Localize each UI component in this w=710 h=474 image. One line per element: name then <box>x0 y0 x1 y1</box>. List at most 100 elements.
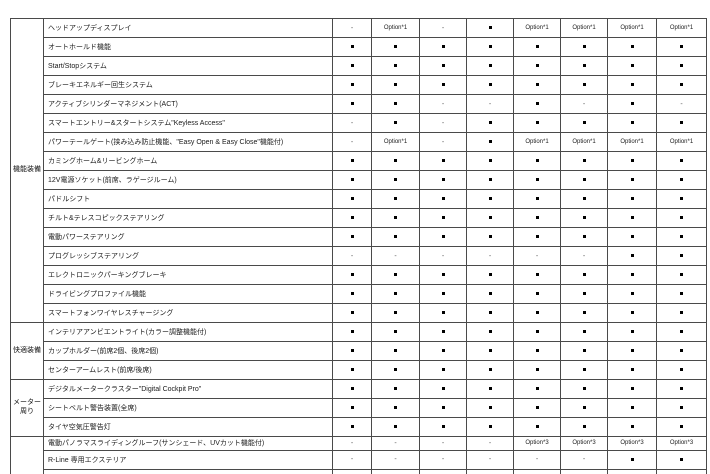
availability-cell <box>607 449 657 470</box>
availability-cell <box>560 265 608 285</box>
availability-cell <box>560 322 608 342</box>
availability-cell: Option*3 <box>513 436 561 451</box>
availability-cell <box>332 417 372 437</box>
standard-equipment-dot <box>488 216 492 220</box>
availability-cell <box>332 265 372 285</box>
standard-equipment-dot <box>394 273 397 277</box>
availability-cell <box>371 303 420 323</box>
availability-cell <box>371 398 420 418</box>
feature-name: Start/Stopシステム <box>43 56 333 76</box>
standard-equipment-dot <box>394 178 397 182</box>
standard-equipment-dot <box>630 102 634 106</box>
table-row: オートホールド機能 <box>11 37 707 57</box>
availability-cell <box>332 284 372 304</box>
standard-equipment-dot <box>350 349 354 353</box>
availability-cell <box>656 227 707 247</box>
availability-cell <box>513 113 561 133</box>
standard-equipment-dot <box>582 178 586 182</box>
availability-cell <box>607 113 657 133</box>
standard-equipment-dot <box>535 273 539 277</box>
availability-cell <box>513 94 561 114</box>
category-label: 外装 <box>10 436 44 474</box>
standard-equipment-dot <box>441 273 445 277</box>
standard-equipment-dot <box>350 292 354 296</box>
table-row: ブレーキエネルギー回生システム <box>11 75 707 95</box>
availability-cell <box>607 37 657 57</box>
standard-equipment-dot <box>680 292 683 296</box>
standard-equipment-dot <box>535 178 539 182</box>
availability-cell <box>656 37 707 57</box>
availability-cell <box>560 113 608 133</box>
availability-cell <box>607 284 657 304</box>
availability-cell <box>513 170 561 190</box>
availability-cell <box>607 208 657 228</box>
availability-cell <box>607 227 657 247</box>
availability-cell <box>466 151 514 171</box>
standard-equipment-dot <box>350 235 354 239</box>
standard-equipment-dot <box>630 254 634 258</box>
availability-cell <box>607 246 657 266</box>
standard-equipment-dot <box>394 235 397 239</box>
table-row: カップホルダー(前席2個、後席2個) <box>11 341 707 361</box>
standard-equipment-dot <box>488 311 492 315</box>
availability-cell <box>466 360 514 380</box>
table-row: カミングホーム&リービングホーム <box>11 151 707 171</box>
standard-equipment-dot <box>394 216 397 220</box>
standard-equipment-dot <box>680 349 683 353</box>
availability-cell <box>656 468 707 474</box>
standard-equipment-dot <box>350 406 354 410</box>
table-row: メーター周り デジタルメータークラスター"Digital Cockpit Pro" <box>10 379 707 437</box>
availability-cell <box>419 151 467 171</box>
feature-name: 電動パワーステアリング <box>43 227 333 247</box>
standard-equipment-dot <box>535 368 539 372</box>
standard-equipment-dot <box>680 406 683 410</box>
standard-equipment-dot <box>488 140 492 144</box>
standard-equipment-dot <box>488 83 492 87</box>
standard-equipment-dot <box>680 216 683 220</box>
standard-equipment-dot <box>394 83 397 87</box>
standard-equipment-dot <box>441 330 445 334</box>
table-row: ドライビングプロファイル機能 <box>11 284 707 304</box>
standard-equipment-dot <box>630 197 634 201</box>
standard-equipment-dot <box>680 387 683 391</box>
table-row: 電動パワーステアリング <box>11 227 707 247</box>
availability-cell: - <box>371 246 420 266</box>
standard-equipment-dot <box>680 159 683 163</box>
standard-equipment-dot <box>441 197 445 201</box>
availability-cell <box>656 398 707 418</box>
availability-cell <box>419 208 467 228</box>
equipment-comparison-table: 機能装備 ヘッドアップディスプレイ - Option*1- Option*1 Option… <box>10 18 707 474</box>
availability-cell <box>332 322 372 342</box>
standard-equipment-dot <box>535 216 539 220</box>
standard-equipment-dot <box>535 45 539 49</box>
table-row: タイヤ空気圧警告灯 <box>11 417 707 437</box>
standard-equipment-dot <box>582 216 586 220</box>
availability-cell <box>466 398 514 418</box>
availability-cell <box>607 56 657 76</box>
availability-cell: Option*1 <box>607 18 657 38</box>
category-label: メーター周り <box>10 379 44 437</box>
feature-name: アクティブシリンダーマネジメント(ACT) <box>43 94 333 114</box>
availability-cell <box>560 341 608 361</box>
availability-cell <box>419 417 467 437</box>
availability-cell <box>332 360 372 380</box>
availability-cell <box>332 227 372 247</box>
standard-equipment-dot <box>582 387 586 391</box>
availability-cell <box>419 398 467 418</box>
standard-equipment-dot <box>630 64 634 68</box>
availability-cell: - <box>332 246 372 266</box>
availability-cell <box>332 94 372 114</box>
availability-cell <box>371 322 420 342</box>
availability-cell <box>656 246 707 266</box>
table-row: スマートエントリー&スタートシステム"Keyless Access" - - <box>11 113 707 133</box>
standard-equipment-dot <box>535 406 539 410</box>
availability-cell: Option*1 <box>560 132 608 152</box>
availability-cell <box>560 379 608 399</box>
standard-equipment-dot <box>488 368 492 372</box>
availability-cell <box>513 189 561 209</box>
availability-cell <box>419 37 467 57</box>
feature-name: エレクトロニックパーキングブレーキ <box>43 265 333 285</box>
availability-cell: - <box>332 449 372 470</box>
feature-name: ドライビングプロファイル機能 <box>43 284 333 304</box>
standard-equipment-dot <box>582 197 586 201</box>
